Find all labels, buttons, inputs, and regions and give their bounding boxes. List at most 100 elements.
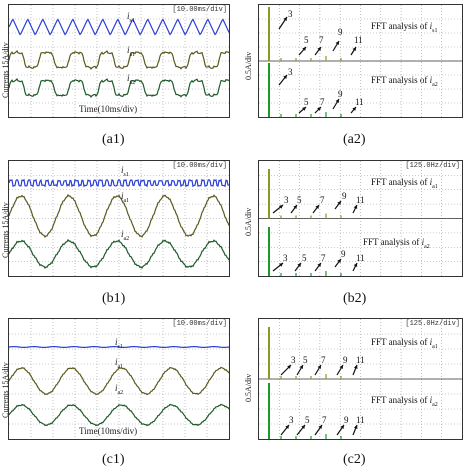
scope-ylabel-a1: Currents 15A/div [1,42,10,98]
harmonic-arrow-bottom-head [297,263,301,267]
harmonic-11-top-b2: 11 [356,195,365,205]
fft-div-box-c2: [125.0Hz/div] [405,320,460,328]
trace-ia1-a [9,50,229,70]
harmonic-arrow-top-head [353,365,358,369]
scope-plot-b1 [9,161,229,276]
scope-div-box-c1: [10.00ms/div] [172,320,227,328]
harmonic-5-top-a2: 5 [304,35,309,45]
trace-label-ia2-b: ia2 [121,229,130,242]
harmonic-arrow-top-head [339,365,343,369]
harmonic-11-bottom-a2: 11 [355,97,364,107]
harmonic-9-bottom-c2: 9 [344,415,349,425]
trace-ia1-c [9,366,229,396]
scope-xlabel-c1: Time(10ms/div) [79,426,138,436]
fft-plot-b2 [259,161,462,276]
harmonic-9-bottom-a2: 9 [338,89,343,99]
harmonic-arrow-bottom-head [283,75,287,79]
harmonic-arrow-top-head [283,17,287,21]
fft-ylabel-c2: 0.5A/div [244,373,253,402]
harmonic-5-bottom-c2: 5 [305,415,310,425]
trace-is1-b [9,178,229,188]
harmonic-5-bottom-b2: 5 [302,253,307,263]
caption-a1: (a1) [102,132,125,147]
scope-ylabel-c1: Currents 15A/div [1,362,10,418]
trace-label-ia2-a: ia2 [127,73,136,86]
harmonic-9-bottom-b2: 9 [341,249,346,259]
fft-title-bottom-c2: FFT analysis of ia2 [371,395,438,408]
harmonic-arrow-top-head [337,201,341,205]
harmonic-3-bottom-a2: 3 [288,67,293,77]
scope-plot-a1 [9,5,229,117]
harmonic-3-top-b2: 3 [284,195,289,205]
harmonic-arrow-bottom-head [335,99,339,103]
fft-title-top-b2: FFT analysis of ia1 [371,177,438,190]
harmonic-5-bottom-a2: 5 [304,97,309,107]
trace-is1-c [9,345,229,349]
harmonic-arrow-bottom-head [353,425,358,429]
fft-panel-b2: [125.0Hz/div] FFT analysis of ia1 FFT an… [258,160,463,277]
harmonic-3-bottom-c2: 3 [289,415,294,425]
harmonic-9-top-a2: 9 [338,27,343,37]
harmonic-arrow-top-head [315,205,319,209]
harmonic-11-bottom-c2: 11 [356,415,365,425]
fft-plot-a2 [259,5,462,117]
harmonic-arrow-top-head [353,205,358,209]
fft-title-bottom-b2: FFT analysis of ia2 [363,237,430,250]
trace-ia1-b [9,193,229,239]
harmonic-3-top-a2: 3 [288,9,293,19]
trace-ia2-c [9,403,229,427]
trace-label-is1-a: is1 [127,11,135,24]
harmonic-3-top-c2: 3 [291,355,296,365]
scope-div-box-b1: [10.00ms/div] [172,162,227,170]
harmonic-arrow-bottom-head [340,425,344,429]
fft-plot-c2 [259,319,462,439]
scope-panel-b1: [10.00ms/div] is1 ia1 ia2 [8,160,230,277]
harmonic-11-bottom-b2: 11 [356,253,365,263]
fft-panel-a2: FFT analysis of is1 FFT analysis of ia2 … [258,4,463,118]
harmonic-arrow-bottom-head [279,263,283,267]
fft-ylabel-a2: 0.5A/div [244,51,253,80]
harmonic-7-top-a2: 7 [319,35,324,45]
caption-c2: (c2) [343,452,366,467]
harmonic-arrow-bottom-head [302,107,306,111]
caption-b2: (b2) [343,291,367,306]
caption-b1: (b1) [102,291,126,306]
harmonic-arrow-bottom-head [318,425,322,429]
harmonic-arrow-top-head [287,365,291,369]
trace-ia2-b [9,238,229,270]
scope-plot-c1 [9,319,229,439]
harmonic-arrow-top-head [299,365,303,369]
fft-ylabel-b2: 0.5A/div [244,207,253,236]
harmonic-arrow-bottom-head [301,425,305,429]
scope-ylabel-b1: Currents 15A/div [1,202,10,258]
trace-label-ia2-c: ia2 [115,383,124,396]
fft-panel-c2: [125.0Hz/div] FFT analysis of ia1 FFT an… [258,318,463,440]
harmonic-7-top-b2: 7 [320,195,325,205]
caption-a2: (a2) [343,132,366,147]
grid [9,161,229,276]
harmonic-5-top-b2: 5 [297,195,302,205]
harmonic-9-top-c2: 9 [343,355,348,365]
harmonic-arrow-top-head [317,47,321,51]
harmonic-arrow-top-head [352,47,356,51]
scope-xlabel-a1: Time(10ms/div) [79,104,138,114]
scope-div-box-a1: [10.00ms/div] [172,6,227,14]
scope-panel-c1: [10.00ms/div] is1 ia1 ia2 Time(10ms/div) [8,318,230,440]
harmonic-arrow-bottom-head [353,263,358,267]
trace-is1-a [9,18,229,36]
harmonic-arrow-bottom-head [317,107,321,111]
scope-panel-a1: [10.00ms/div] is1 ia1 ia2 Time(10ms/div) [8,4,230,118]
trace-label-ia1-c: ia1 [115,357,124,370]
harmonic-arrow-top-head [317,365,321,369]
harmonic-arrow-top-head [293,205,297,209]
fft-div-box-b2: [125.0Hz/div] [405,162,460,170]
harmonic-11-top-a2: 11 [354,35,363,45]
grid [259,5,462,117]
harmonic-5-top-c2: 5 [303,355,308,365]
harmonic-11-top-c2: 11 [356,355,365,365]
grid [9,5,229,117]
caption-c1: (c1) [102,452,125,467]
harmonic-7-bottom-b2: 7 [321,253,326,263]
harmonic-7-bottom-a2: 7 [320,97,325,107]
trace-label-is1-c: is1 [115,337,123,350]
